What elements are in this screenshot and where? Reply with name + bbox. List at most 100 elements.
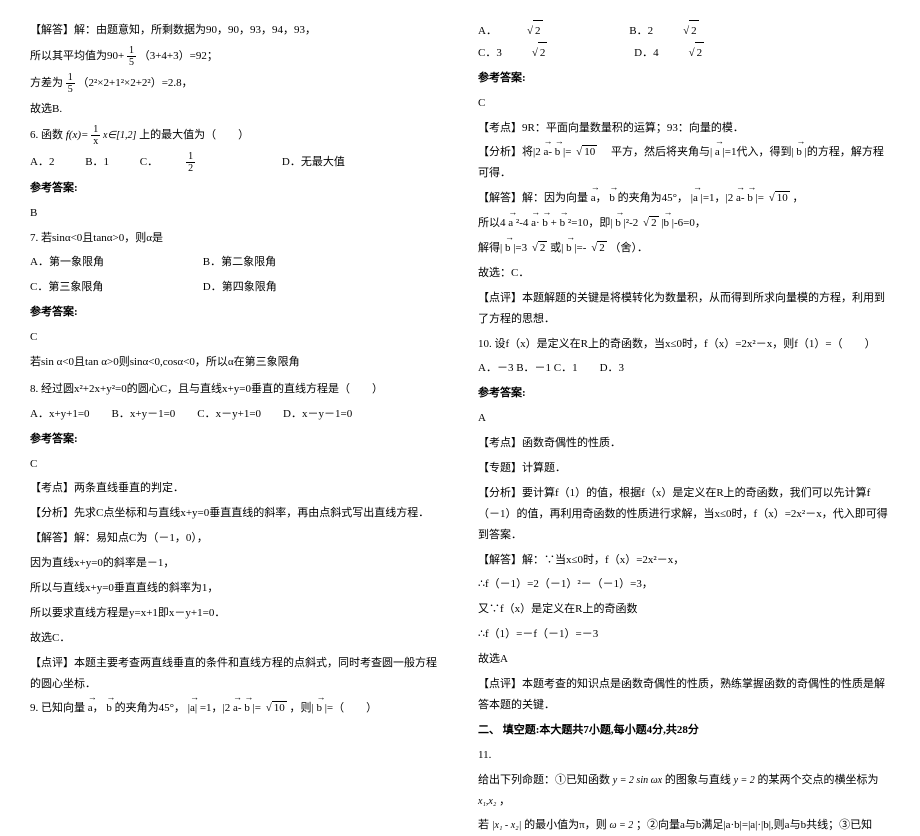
vector-a: a	[88, 698, 93, 719]
text: C．3	[478, 43, 502, 64]
text: ²=10，即|	[568, 217, 613, 229]
text: ；②向量a与b满足|a·b|=|a|·|b|,则a与b共线；③已知	[636, 819, 872, 831]
opt-d: D．无最大值	[282, 152, 345, 173]
text: 的图象与直线	[665, 774, 731, 786]
text: 【分析】将|2	[478, 146, 541, 158]
radicand: 2	[689, 20, 699, 42]
radicand: 2	[649, 216, 659, 229]
text: 或|	[550, 242, 563, 254]
text: （2²×2+1²×2+2²）=2.8，	[78, 77, 193, 89]
dianping-9: 【点评】本题解题的关键是将模转化为数量积，从而得到所求向量模的方程，利用到了方程…	[478, 288, 890, 330]
text: 【解答】解：由题意知，所剩数据为90，90，93，94，93，	[30, 20, 440, 41]
domain: x∈[1,2]	[103, 130, 136, 141]
text: （舍）．	[609, 242, 648, 254]
radicand: 10	[582, 145, 597, 158]
sqrt-icon: 2	[681, 20, 727, 42]
vector-a: a	[591, 188, 596, 209]
vector-b: b	[566, 238, 572, 259]
opt-d: D．第四象限角	[203, 281, 277, 293]
text: 故选C．	[30, 628, 440, 649]
dianping-8: 【点评】本题主要考查两直线垂直的条件和直线方程的点斜式，同时考查圆一般方程的圆心…	[30, 653, 440, 695]
jieda-9a: 【解答】解：因为向量 a， b 的夹角为45°， |a |=1，|2 a- b …	[478, 188, 890, 209]
text: 所以其平均值为90+	[30, 50, 124, 62]
formula: |x₁ - x₂|	[492, 820, 522, 831]
radicand: 2	[538, 42, 548, 64]
left-column: 【解答】解：由题意知，所剩数据为90，90，93，94，93， 所以其平均值为9…	[0, 0, 460, 651]
opt-a: A．第一象限角	[30, 252, 200, 273]
fraction: 12	[186, 151, 223, 174]
jieda-9b: 所以4 a ²-4 a· b + b ²=10，即| b |²-2 2 |b |…	[478, 213, 890, 234]
text: 故选：C．	[478, 263, 890, 284]
vector-b: b	[609, 188, 615, 209]
question-10: 10. 设f（x）是定义在R上的奇函数，当x≤0时，f（x）=2x²－x，则f（…	[478, 334, 890, 355]
vector-b: b	[796, 142, 802, 163]
text: |=	[253, 702, 261, 714]
options-10: A．－3 B．－1 C．1 D．3	[478, 358, 890, 379]
vector-b: b	[505, 238, 511, 259]
fenxi-9: 【分析】将|2 a- b |= 10 平方，然后将夹角与| a |=1代入，得到…	[478, 142, 890, 184]
vector-a: a	[233, 698, 238, 719]
q11-line1: 给出下列命题：①已知函数 y = 2 sin ωx 的图象与直线 y = 2 的…	[478, 770, 890, 812]
text: 所以要求直线方程是y=x+1即x－y+1=0．	[30, 603, 440, 624]
jieda-10d: ∴f（1）=－f（－1）=－3	[478, 624, 890, 645]
text: |=-	[574, 242, 586, 254]
vector-a: a	[736, 188, 741, 209]
question-6: 6. 函数 f(x)= 1x x∈[1,2] 上的最大值为（ ）	[30, 124, 440, 147]
page-root: 【解答】解：由题意知，所剩数据为90，90，93，94，93， 所以其平均值为9…	[0, 0, 920, 651]
sqrt-icon: 10	[264, 698, 287, 719]
vector-b: b	[316, 698, 322, 719]
radicand: 10	[272, 701, 287, 714]
text: |-6=0，	[672, 217, 706, 229]
formula: y = 2	[734, 775, 755, 786]
options-7: A．第一象限角 B．第二象限角	[30, 252, 440, 273]
options-9: A．2 B．22 C．32 D．42	[478, 20, 890, 64]
fenxi-8: 【分析】先求C点坐标和与直线x+y=0垂直直线的斜率，再由点斜式写出直线方程．	[30, 503, 440, 524]
vector-b: b	[542, 213, 548, 234]
text: |=	[563, 146, 571, 158]
num: 1	[66, 72, 75, 84]
radicand: 2	[597, 241, 607, 254]
answer-8: C	[30, 454, 440, 475]
jieda-10c: 又∵f（x）是定义在R上的奇函数	[478, 599, 890, 620]
sqrt-icon: 2	[687, 42, 733, 64]
den: 5	[127, 57, 136, 68]
text: |=3	[513, 242, 527, 254]
num: 1	[91, 124, 100, 136]
kaodian-9: 【考点】9R：平面向量数量积的运算；93：向量的模．	[478, 118, 890, 139]
fraction: 15	[66, 72, 75, 95]
answer-label: 参考答案:	[30, 429, 440, 450]
answer-label: 参考答案:	[478, 383, 890, 404]
den: 5	[66, 84, 75, 95]
opt-b: B．第二象限角	[203, 256, 276, 268]
kaodian-8: 【考点】两条直线垂直的判定．	[30, 478, 440, 499]
text: 给出下列命题：①已知函数	[478, 774, 610, 786]
sqrt-icon: 2	[530, 238, 548, 259]
text: ，则|	[290, 702, 314, 714]
question-7: 7. 若sinα<0且tanα>0，则α是	[30, 228, 440, 249]
den: x	[91, 136, 100, 147]
dianping-10: 【点评】本题考查的知识点是函数奇偶性的性质，熟练掌握函数的奇偶性的性质是解答本题…	[478, 674, 890, 716]
text: 【解答】解：因为向量	[478, 192, 588, 204]
opt-c: C．第三象限角	[30, 277, 200, 298]
options-8: A．x+y+1=0 B．x+y－1=0 C．x－y+1=0 D．x－y－1=0	[30, 404, 440, 425]
vector-b: b	[560, 213, 566, 234]
sqrt-icon: 2	[525, 20, 571, 42]
radicand: 2	[538, 241, 548, 254]
vector-b: b	[615, 213, 621, 234]
sqrt-icon: 2	[641, 213, 659, 234]
formula: ω = 2	[609, 820, 633, 831]
jieda-9c: 解得| b |=3 2 或| b |=- 2 （舍）．	[478, 238, 890, 259]
vector-a: a	[543, 142, 548, 163]
question-9: 9. 已知向量 a， b 的夹角为45°， |a| =1，|2 a- b |= …	[30, 698, 440, 719]
text: C．	[140, 152, 158, 173]
text: ²-4	[516, 217, 528, 229]
opt-b: B．1	[85, 152, 109, 173]
opt-c: C． 12	[140, 151, 251, 174]
opt-d: D．42	[634, 42, 760, 64]
sqrt-icon: 10	[767, 188, 790, 209]
text: |=	[756, 192, 764, 204]
opt-a: A．2	[478, 20, 599, 42]
text: 9. 已知向量	[30, 702, 85, 714]
text: =1，|2	[200, 702, 230, 714]
formula: y = 2 sin ωx	[613, 775, 662, 786]
